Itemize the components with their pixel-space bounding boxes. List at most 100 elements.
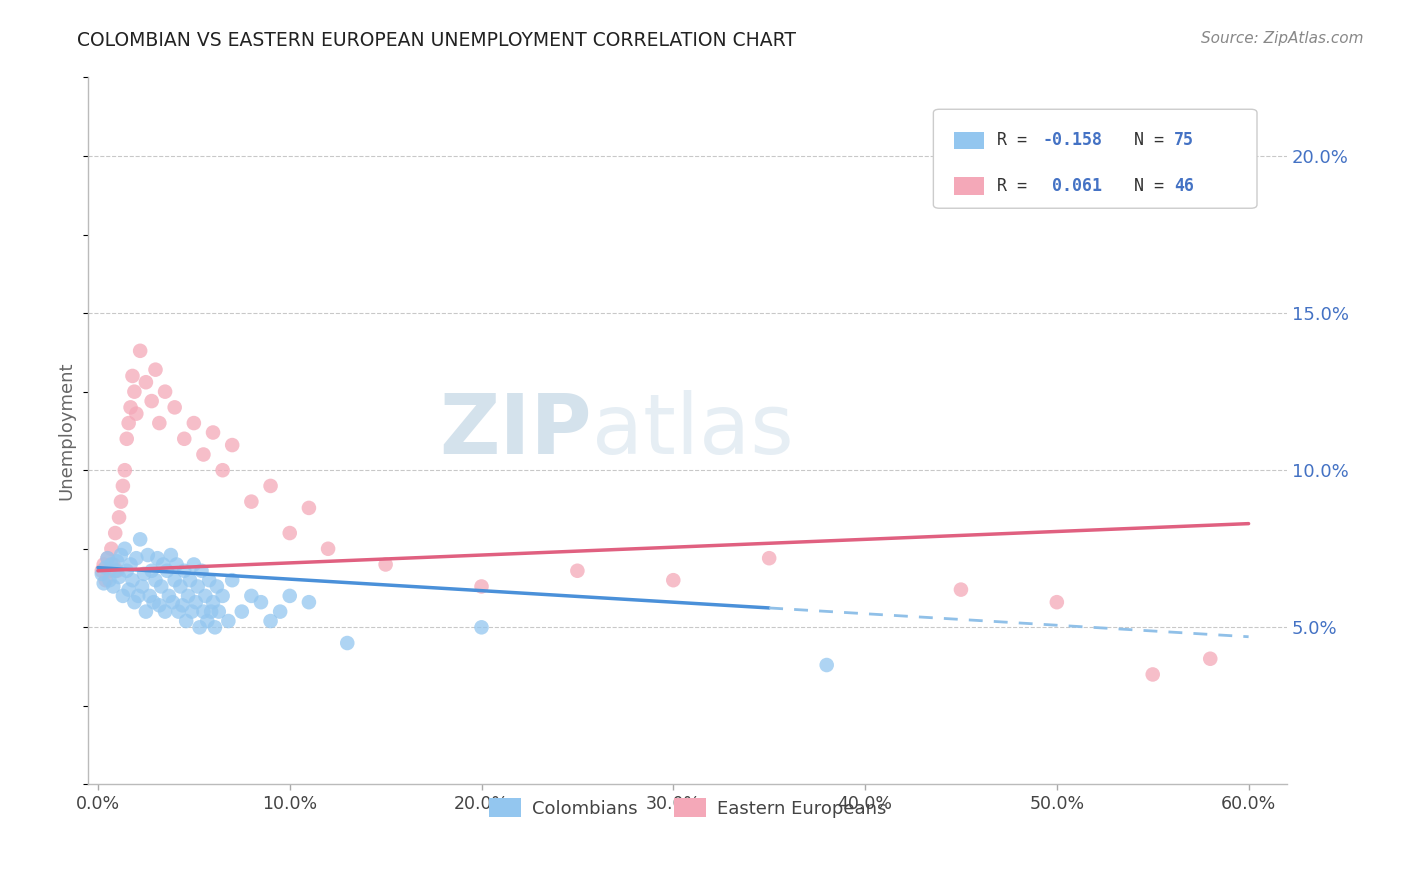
FancyBboxPatch shape bbox=[953, 131, 984, 149]
Point bbox=[153, 384, 176, 399]
Point bbox=[111, 589, 134, 603]
Point bbox=[202, 425, 225, 440]
Point bbox=[167, 605, 190, 619]
Point bbox=[162, 595, 184, 609]
Point bbox=[120, 401, 142, 415]
Text: N =: N = bbox=[1115, 178, 1174, 195]
Point bbox=[217, 614, 239, 628]
Text: Source: ZipAtlas.com: Source: ZipAtlas.com bbox=[1201, 31, 1364, 46]
Point bbox=[139, 589, 162, 603]
Point bbox=[202, 595, 225, 609]
Point bbox=[110, 548, 132, 562]
Point bbox=[193, 448, 215, 462]
Point bbox=[758, 551, 780, 566]
Point bbox=[298, 595, 321, 609]
Point bbox=[184, 595, 207, 609]
Point bbox=[108, 570, 131, 584]
Point bbox=[181, 605, 204, 619]
Point bbox=[205, 579, 228, 593]
Point bbox=[183, 416, 205, 430]
Point bbox=[127, 589, 149, 603]
Point bbox=[125, 551, 148, 566]
Point bbox=[115, 564, 138, 578]
Point bbox=[117, 416, 139, 430]
Point bbox=[259, 479, 281, 493]
Point bbox=[146, 551, 169, 566]
Point bbox=[114, 541, 136, 556]
Point bbox=[208, 605, 231, 619]
Point bbox=[111, 479, 134, 493]
Point bbox=[183, 558, 205, 572]
Point bbox=[470, 579, 492, 593]
Point bbox=[120, 558, 142, 572]
Point bbox=[121, 368, 143, 383]
Point bbox=[815, 658, 838, 673]
Point bbox=[98, 564, 121, 578]
Point bbox=[198, 573, 221, 587]
Point bbox=[100, 558, 122, 572]
Point bbox=[152, 558, 174, 572]
Point bbox=[100, 541, 122, 556]
Point bbox=[94, 560, 117, 574]
Point bbox=[156, 564, 179, 578]
Point bbox=[103, 558, 125, 572]
Text: -0.158: -0.158 bbox=[1042, 131, 1102, 149]
Point bbox=[166, 558, 188, 572]
Point bbox=[336, 636, 359, 650]
Y-axis label: Unemployment: Unemployment bbox=[58, 361, 75, 500]
Point bbox=[93, 576, 115, 591]
Point bbox=[90, 566, 112, 581]
Point bbox=[470, 620, 492, 634]
Point bbox=[278, 526, 301, 541]
Point bbox=[163, 401, 186, 415]
Point bbox=[150, 579, 173, 593]
Point bbox=[278, 589, 301, 603]
Point bbox=[98, 573, 121, 587]
Point bbox=[259, 614, 281, 628]
Point bbox=[195, 614, 218, 628]
Text: R =: R = bbox=[997, 131, 1036, 149]
Point bbox=[662, 573, 685, 587]
Point bbox=[1199, 652, 1222, 666]
Text: N =: N = bbox=[1115, 131, 1174, 149]
Point bbox=[110, 494, 132, 508]
FancyBboxPatch shape bbox=[953, 178, 984, 195]
Point bbox=[173, 432, 195, 446]
Point bbox=[108, 510, 131, 524]
Point bbox=[193, 605, 215, 619]
Point bbox=[221, 438, 243, 452]
Point bbox=[131, 579, 153, 593]
Point bbox=[115, 432, 138, 446]
Point bbox=[160, 548, 183, 562]
Point bbox=[129, 533, 152, 547]
Text: ZIP: ZIP bbox=[439, 391, 592, 472]
Point bbox=[124, 384, 146, 399]
Point bbox=[194, 589, 217, 603]
FancyBboxPatch shape bbox=[934, 109, 1257, 208]
Point bbox=[105, 554, 128, 568]
Point bbox=[132, 566, 155, 581]
Point bbox=[117, 582, 139, 597]
Point bbox=[1046, 595, 1069, 609]
Point bbox=[145, 573, 167, 587]
Point bbox=[240, 494, 263, 508]
Point bbox=[1142, 667, 1164, 681]
Point bbox=[104, 564, 127, 578]
Point bbox=[153, 605, 176, 619]
Text: 75: 75 bbox=[1174, 131, 1194, 149]
Point bbox=[173, 564, 195, 578]
Point bbox=[94, 573, 117, 587]
Point bbox=[121, 573, 143, 587]
Point bbox=[204, 620, 226, 634]
Text: atlas: atlas bbox=[592, 391, 793, 472]
Legend: Colombians, Eastern Europeans: Colombians, Eastern Europeans bbox=[482, 791, 894, 825]
Point bbox=[240, 589, 263, 603]
Point bbox=[187, 579, 209, 593]
Point bbox=[148, 599, 170, 613]
Point bbox=[188, 620, 211, 634]
Point bbox=[298, 500, 321, 515]
Point bbox=[179, 573, 201, 587]
Point bbox=[169, 579, 191, 593]
Point bbox=[141, 394, 163, 409]
Point bbox=[190, 564, 212, 578]
